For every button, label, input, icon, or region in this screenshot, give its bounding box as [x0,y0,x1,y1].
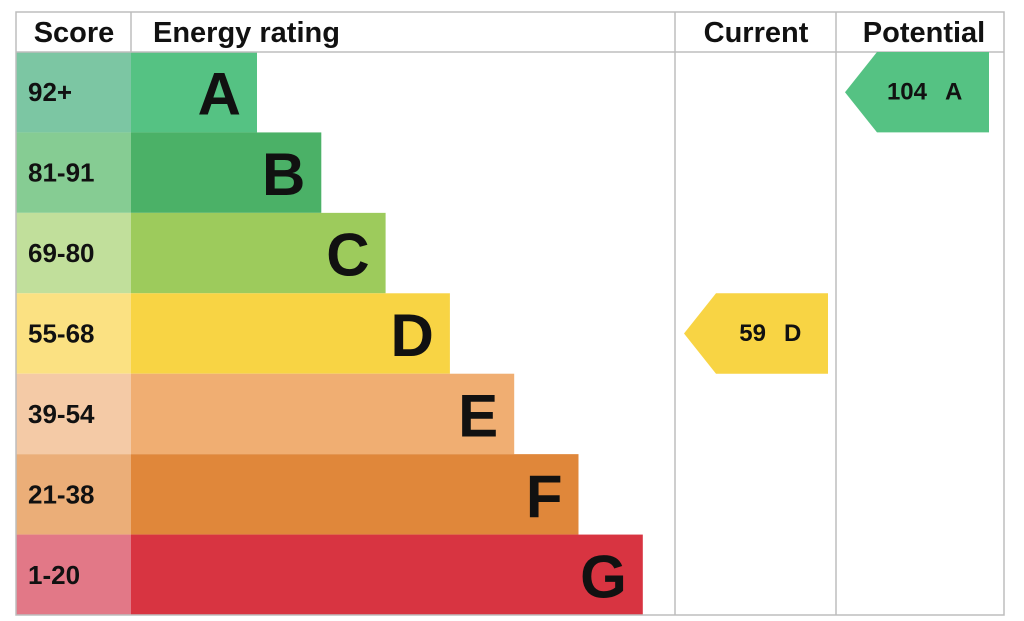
rating-bar [131,534,643,615]
rating-letter: A [198,61,241,128]
rating-bar [131,454,579,535]
score-cell [16,212,131,294]
rating-bar [131,212,386,294]
score-cell [16,132,131,213]
rating-bar [131,52,257,133]
rating-letter: D [391,302,434,369]
rating-bar [131,293,450,374]
header: Current [704,17,809,49]
current-letter: D [784,320,801,347]
score-label: 69-80 [28,238,95,268]
frame [15,11,1005,616]
score-label: 81-91 [28,158,95,188]
potential-pointer [845,52,989,133]
potential-letter: A [945,79,962,106]
bands: 92+ A 81-91 B 69-80 C 55-68 D 39-54 E 21-38 F 1-20 G [16,52,643,615]
score-cell [16,534,131,615]
potential-value: 104 [887,79,928,106]
header: Potential [863,17,985,49]
rating-letter: B [262,141,305,208]
current-pointer [684,293,828,374]
score-label: 1-20 [28,560,80,590]
score-label: 55-68 [28,319,95,349]
rating-bar [131,132,322,213]
score-label: 39-54 [28,399,95,429]
rating-bar [131,373,515,455]
score-cell [16,293,131,374]
score-cell [16,52,131,133]
current-value: 59 [739,320,766,347]
score-label: 21-38 [28,479,95,509]
rating-letter: E [458,382,498,449]
rating-letter: F [526,463,563,530]
score-cell [16,454,131,535]
score-cell [16,373,131,455]
rating-letter: C [326,222,369,289]
rating-letter: G [580,543,627,610]
header: Energy rating [153,17,340,49]
score-label: 92+ [28,77,72,107]
header: Score [34,17,115,49]
